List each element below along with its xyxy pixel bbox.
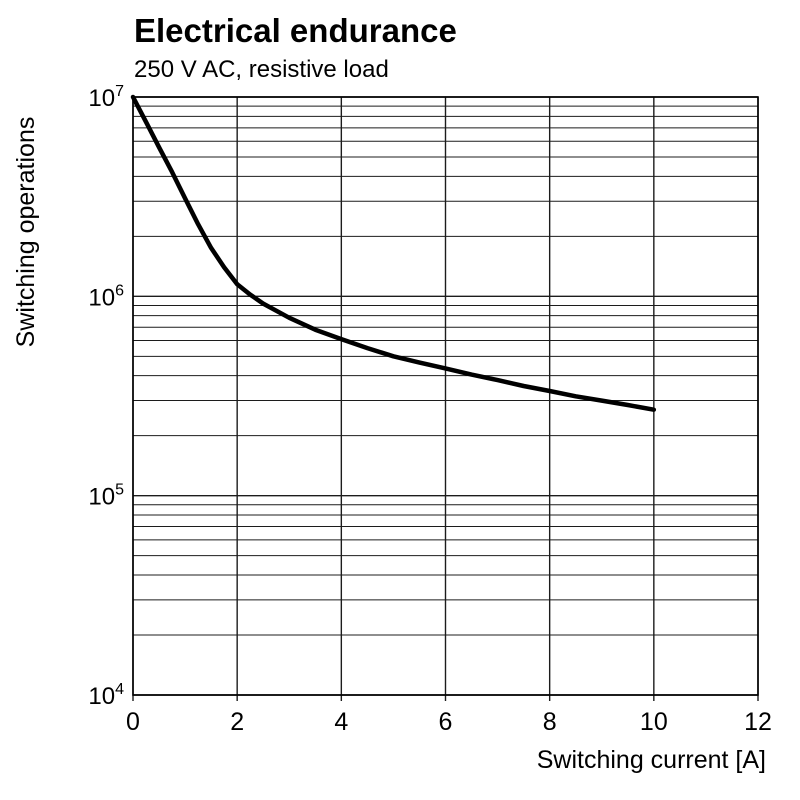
x-tick-label: 8 bbox=[543, 708, 557, 736]
chart-title: Electrical endurance bbox=[134, 12, 457, 49]
x-axis-label: Switching current [A] bbox=[537, 746, 766, 774]
y-axis-label: Switching operations bbox=[12, 117, 40, 348]
electrical-endurance-curve bbox=[130, 94, 657, 412]
y-tick-label: 104 bbox=[88, 681, 124, 710]
chart-subtitle: 250 V AC, resistive load bbox=[134, 56, 389, 83]
plot-border bbox=[132, 96, 759, 696]
x-tick-label: 2 bbox=[230, 708, 244, 736]
x-tick-label: 10 bbox=[640, 708, 668, 736]
y-tick-label: 106 bbox=[88, 282, 124, 311]
x-tick-label: 0 bbox=[126, 708, 140, 736]
x-tick-label: 12 bbox=[744, 708, 772, 736]
x-tick-label: 4 bbox=[334, 708, 348, 736]
y-tick-label: 107 bbox=[88, 83, 124, 112]
x-tick-label: 6 bbox=[439, 708, 453, 736]
y-tick-label: 105 bbox=[88, 482, 124, 511]
